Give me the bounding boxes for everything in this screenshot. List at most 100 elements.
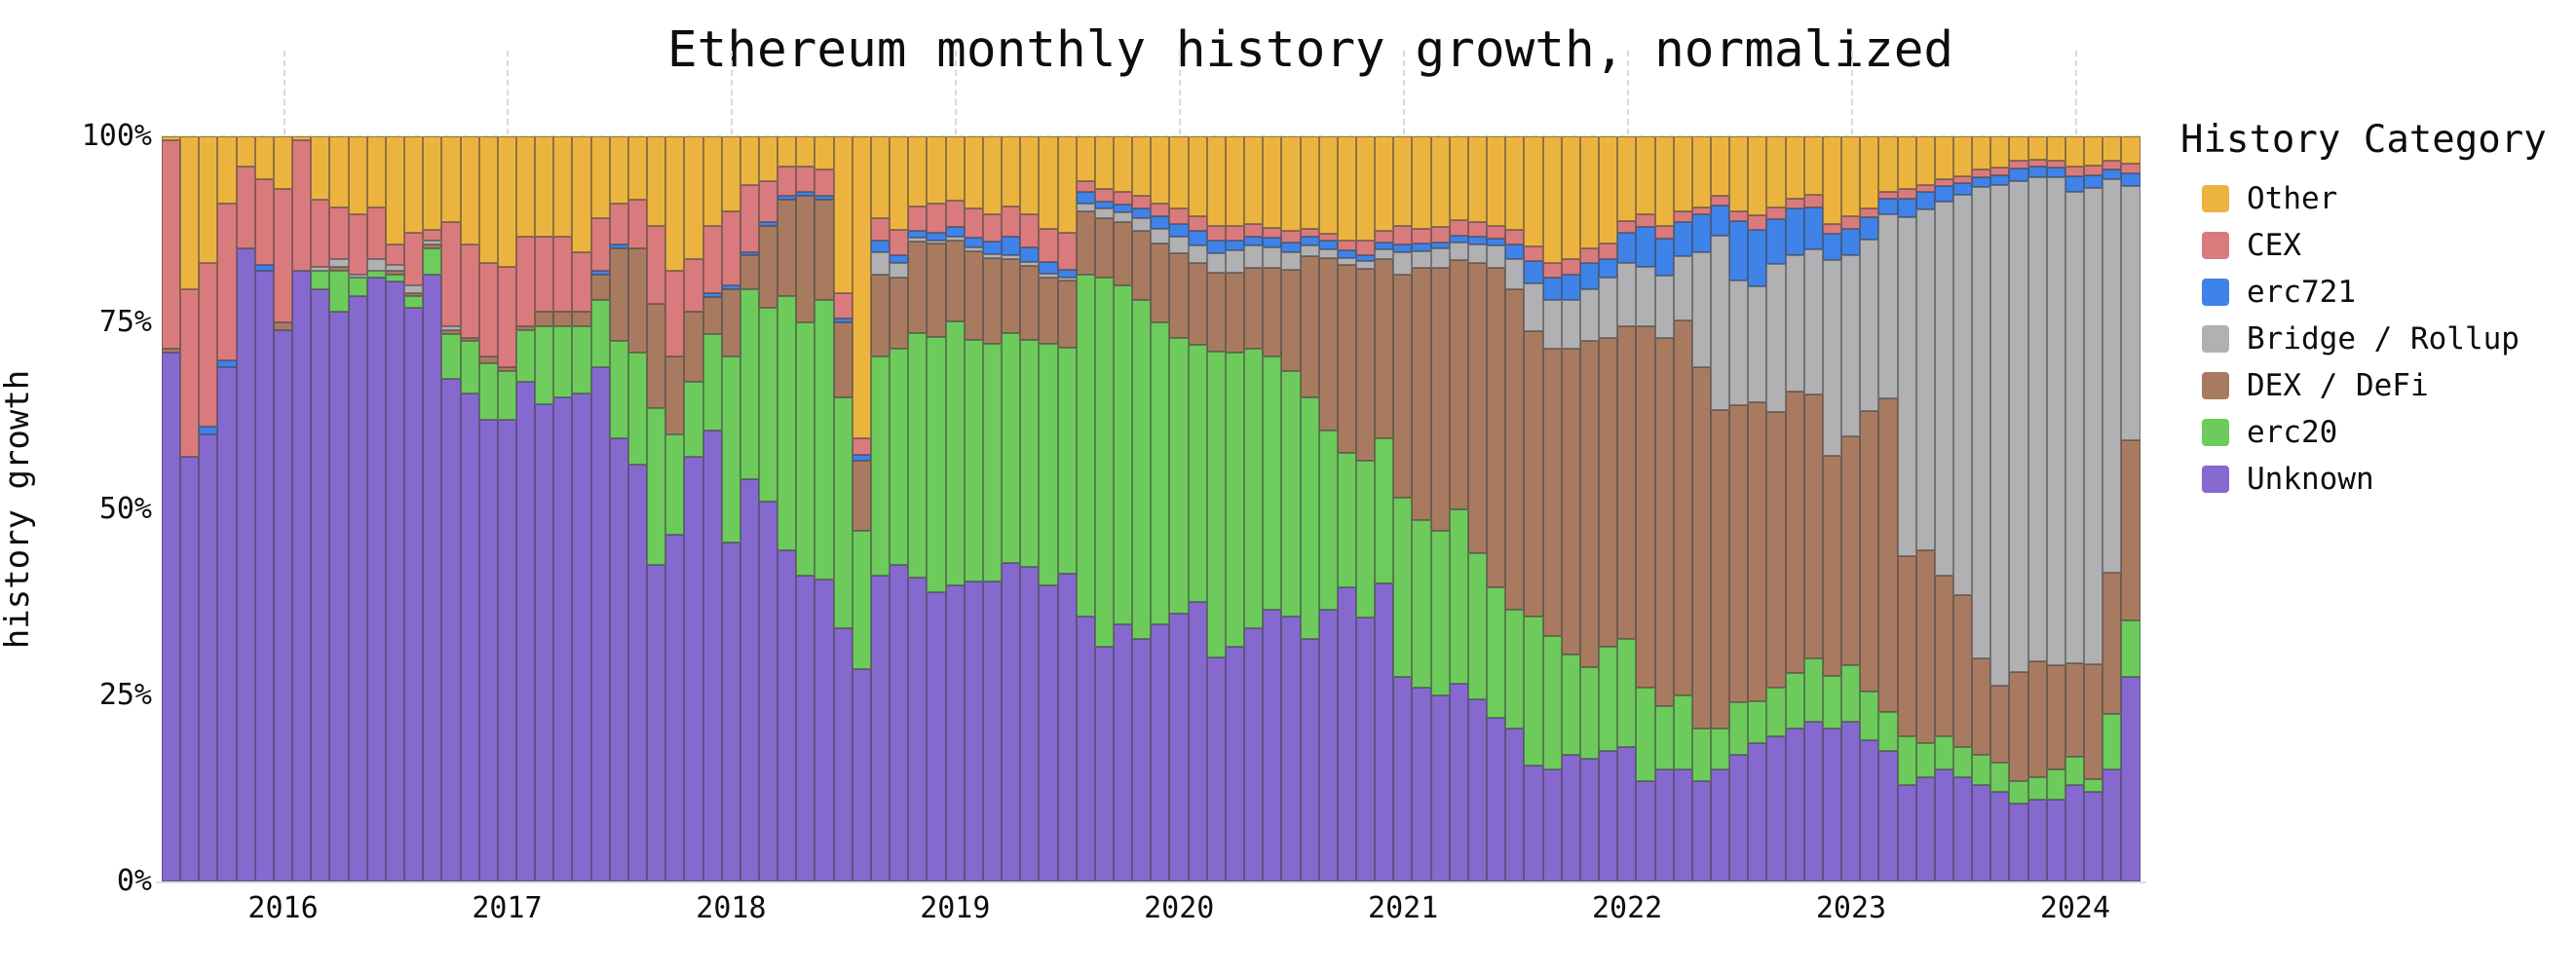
- segment-bridge-rollup: [1094, 208, 1114, 219]
- segment-bridge-rollup: [1057, 277, 1077, 281]
- plot-area: [162, 136, 2140, 881]
- legend-swatch-icon: [2202, 372, 2229, 399]
- segment-other: [1972, 136, 1991, 170]
- segment-erc20: [1915, 743, 1935, 777]
- segment-cex: [2009, 161, 2028, 168]
- segment-other: [890, 136, 909, 230]
- segment-cex: [423, 229, 442, 242]
- segment-unknown: [2046, 799, 2065, 881]
- legend-label: CEX: [2247, 228, 2301, 263]
- segment-erc20: [1673, 694, 1692, 770]
- segment-other: [777, 136, 797, 167]
- segment-unknown: [1020, 566, 1040, 881]
- segment-bridge-rollup: [1393, 251, 1413, 275]
- bar-2021-11: [1579, 136, 1600, 881]
- segment-other: [199, 136, 218, 264]
- segment-erc721: [1803, 206, 1823, 249]
- segment-other: [292, 136, 312, 140]
- segment-other: [1263, 136, 1282, 229]
- chart-title: Ethereum monthly history growth, normali…: [666, 21, 1954, 79]
- segment-erc20: [702, 333, 722, 431]
- segment-unknown: [1487, 717, 1506, 881]
- segment-dex-defi: [1990, 685, 2010, 763]
- segment-other: [1654, 136, 1674, 226]
- segment-erc721: [721, 285, 740, 289]
- segment-erc721: [1691, 214, 1711, 252]
- bar-2019-09: [1094, 136, 1114, 881]
- segment-cex: [1803, 194, 1823, 207]
- segment-dex-defi: [1654, 337, 1674, 707]
- segment-erc20: [1132, 300, 1152, 640]
- segment-unknown: [1934, 769, 1953, 881]
- segment-bridge-rollup: [1188, 245, 1207, 264]
- segment-erc20: [535, 326, 554, 405]
- segment-cex: [1748, 214, 1767, 231]
- segment-unknown: [964, 580, 983, 881]
- legend-label: erc20: [2247, 415, 2338, 450]
- segment-other: [1225, 136, 1245, 226]
- segment-dex-defi: [460, 337, 479, 342]
- segment-other: [908, 136, 928, 206]
- bar-2020-09: [1318, 136, 1338, 881]
- segment-unknown: [1430, 694, 1450, 881]
- segment-unknown: [1318, 609, 1338, 881]
- segment-erc721: [1206, 241, 1226, 254]
- segment-other: [1579, 136, 1600, 248]
- segment-cex: [1206, 225, 1226, 242]
- segment-erc721: [609, 243, 628, 248]
- segment-erc20: [1188, 345, 1207, 603]
- bar-2022-02: [1636, 136, 1655, 881]
- segment-erc20: [1467, 553, 1488, 699]
- bar-2017-01: [497, 136, 516, 881]
- segment-erc721: [1244, 236, 1264, 246]
- segment-erc721: [1020, 247, 1040, 263]
- segment-erc721: [927, 232, 946, 241]
- x-tick-2018: 2018: [696, 891, 767, 925]
- segment-erc20: [627, 352, 648, 465]
- segment-other: [1132, 136, 1152, 197]
- segment-dex-defi: [1878, 398, 1898, 712]
- segment-dex-defi: [1393, 274, 1413, 499]
- segment-bridge-rollup: [1915, 209, 1935, 550]
- segment-cex: [1020, 213, 1040, 248]
- segment-cex: [311, 200, 330, 267]
- segment-unknown: [1337, 586, 1356, 881]
- bar-2015-08: [180, 136, 200, 881]
- segment-bridge-rollup: [385, 265, 405, 271]
- segment-cex: [1113, 192, 1133, 206]
- segment-other: [553, 136, 573, 238]
- segment-other: [2121, 136, 2140, 165]
- segment-erc20: [647, 408, 666, 565]
- segment-other: [627, 136, 648, 201]
- bar-2021-03: [1430, 136, 1450, 881]
- x-tick-2023: 2023: [1815, 891, 1887, 925]
- segment-dex-defi: [572, 311, 591, 327]
- bar-2018-09: [870, 136, 890, 881]
- legend-label: Bridge / Rollup: [2247, 321, 2519, 356]
- segment-dex-defi: [2065, 662, 2085, 758]
- segment-erc20: [1524, 617, 1543, 767]
- segment-other: [1020, 136, 1040, 214]
- segment-dex-defi: [2027, 661, 2047, 777]
- segment-erc721: [1878, 199, 1898, 214]
- segment-dex-defi: [1113, 222, 1133, 286]
- segment-cex: [1654, 225, 1674, 239]
- segment-other: [1599, 136, 1618, 244]
- segment-unknown: [2121, 676, 2140, 881]
- segment-bridge-rollup: [366, 259, 386, 271]
- segment-bridge-rollup: [1673, 256, 1692, 320]
- segment-dex-defi: [1206, 273, 1226, 353]
- segment-dex-defi: [927, 243, 946, 337]
- segment-other: [1002, 136, 1021, 207]
- segment-erc20: [1076, 274, 1095, 617]
- segment-cex: [1785, 199, 1804, 209]
- segment-erc721: [1356, 255, 1376, 262]
- segment-unknown: [311, 288, 330, 881]
- segment-cex: [1487, 225, 1506, 239]
- segment-bridge-rollup: [1972, 187, 1991, 658]
- x-tick-2021: 2021: [1368, 891, 1439, 925]
- segment-erc721: [1225, 241, 1245, 250]
- segment-unknown: [1076, 617, 1095, 881]
- segment-other: [833, 136, 852, 293]
- segment-other: [1860, 136, 1879, 208]
